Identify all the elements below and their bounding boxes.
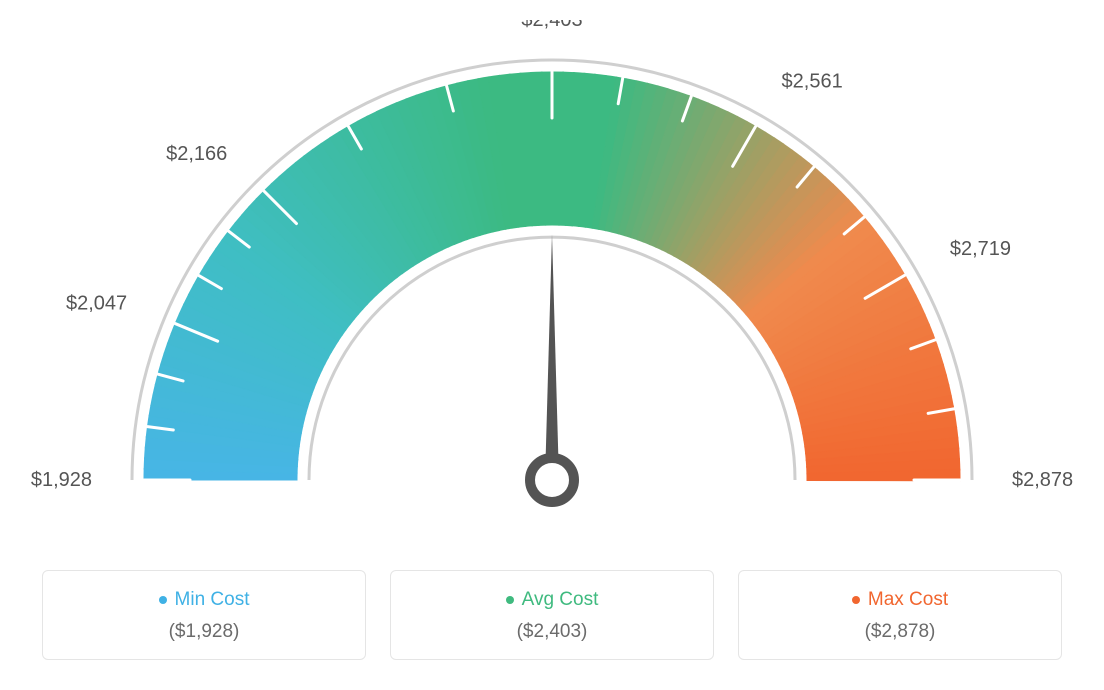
gauge-tick-label: $2,561: [782, 70, 843, 92]
dot-icon: [506, 596, 514, 604]
gauge-tick-label: $2,047: [66, 293, 127, 315]
dot-icon: [852, 596, 860, 604]
summary-cards: Min Cost ($1,928) Avg Cost ($2,403) Max …: [42, 570, 1062, 660]
min-cost-card: Min Cost ($1,928): [42, 570, 366, 660]
min-cost-label: Min Cost: [159, 589, 250, 611]
gauge-svg: $1,928 $2,047 $2,166 $2,403 $2,561 $2,719 $2,8…: [20, 20, 1084, 540]
gauge-tick-label: $1,928: [31, 469, 92, 491]
gauge-chart: $1,928 $2,047 $2,166 $2,403 $2,561 $2,719 $2,8…: [20, 20, 1084, 540]
min-cost-value: ($1,928): [53, 621, 355, 643]
avg-cost-value: ($2,403): [401, 621, 703, 643]
avg-cost-label: Avg Cost: [506, 589, 599, 611]
avg-cost-label-text: Avg Cost: [522, 589, 599, 611]
max-cost-value: ($2,878): [749, 621, 1051, 643]
max-cost-card: Max Cost ($2,878): [738, 570, 1062, 660]
gauge-tick-label: $2,878: [1012, 469, 1073, 491]
min-cost-label-text: Min Cost: [175, 589, 250, 611]
gauge-tick-label: $2,719: [950, 238, 1011, 260]
max-cost-label: Max Cost: [852, 589, 948, 611]
max-cost-label-text: Max Cost: [868, 589, 948, 611]
avg-cost-card: Avg Cost ($2,403): [390, 570, 714, 660]
dot-icon: [159, 596, 167, 604]
gauge-tick-label: $2,166: [166, 143, 227, 165]
gauge-tick-label: $2,403: [521, 20, 582, 31]
